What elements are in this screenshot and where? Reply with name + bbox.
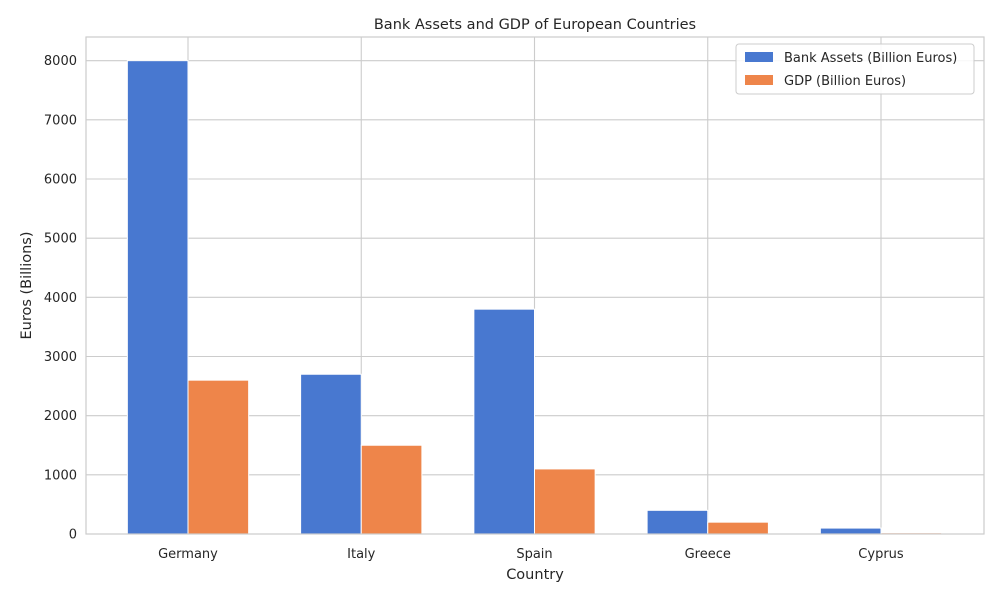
y-tick-label: 4000 bbox=[44, 291, 77, 306]
x-axis-label: Country bbox=[506, 567, 564, 583]
bar-bank-assets bbox=[473, 308, 535, 535]
y-tick-label: 1000 bbox=[44, 468, 77, 483]
x-tick-label: Cyprus bbox=[858, 547, 904, 562]
bar-bank-assets bbox=[300, 373, 362, 535]
legend-frame bbox=[735, 43, 975, 95]
legend-label-bank-assets: Bank Assets (Billion Euros) bbox=[784, 51, 957, 66]
legend-swatch-gdp bbox=[745, 75, 773, 85]
y-tick-label: 8000 bbox=[44, 54, 77, 69]
x-tick-label: Germany bbox=[158, 547, 218, 562]
bar-gdp bbox=[187, 379, 250, 535]
bar-gdp bbox=[534, 468, 596, 535]
y-tick-label: 6000 bbox=[44, 173, 77, 188]
tick-labels: 0 1000 2000 3000 4000 5000 6000 7000 8000 Germany… bbox=[44, 54, 904, 562]
y-tick-label: 5000 bbox=[44, 232, 77, 247]
legend-swatch-bank-assets bbox=[745, 52, 773, 62]
plot-frame bbox=[85, 36, 985, 535]
x-tick-label: Italy bbox=[347, 547, 376, 562]
bar-bank-assets bbox=[126, 60, 189, 535]
chart-title: Bank Assets and GDP of European Countrie… bbox=[374, 17, 696, 33]
bar-bank-assets bbox=[646, 509, 709, 535]
y-axis-label: Euros (Billions) bbox=[19, 231, 35, 339]
bars bbox=[126, 60, 943, 535]
x-tick-label: Spain bbox=[516, 547, 552, 562]
bar-bank-assets bbox=[819, 527, 882, 535]
legend-label-gdp: GDP (Billion Euros) bbox=[784, 74, 906, 89]
y-tick-label: 2000 bbox=[44, 409, 77, 424]
y-tick-label: 3000 bbox=[44, 350, 77, 365]
y-tick-label: 0 bbox=[69, 528, 77, 543]
y-tick-label: 7000 bbox=[44, 113, 77, 128]
legend: Bank Assets (Billion Euros) GDP (Billion… bbox=[735, 43, 975, 95]
bar-gdp bbox=[360, 444, 423, 535]
x-tick-label: Greece bbox=[685, 547, 731, 562]
bar-gdp bbox=[707, 521, 769, 535]
